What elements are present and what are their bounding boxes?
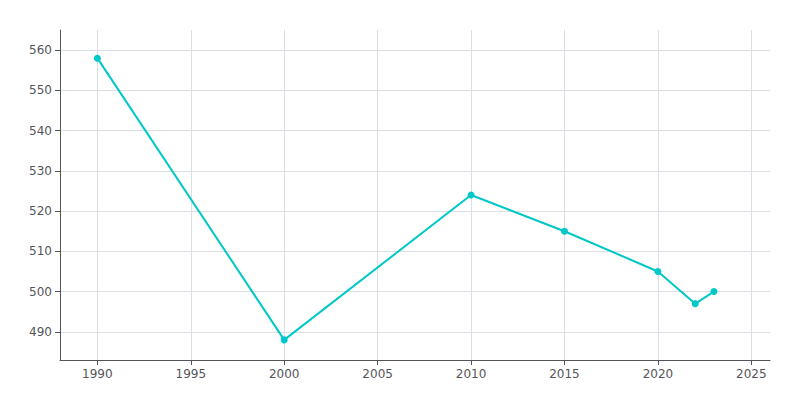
svg-text:520: 520 [29, 204, 52, 218]
svg-text:2020: 2020 [643, 367, 674, 381]
svg-text:2025: 2025 [736, 367, 767, 381]
svg-text:490: 490 [29, 325, 52, 339]
svg-text:510: 510 [29, 244, 52, 258]
svg-text:540: 540 [29, 124, 52, 138]
svg-text:2000: 2000 [269, 367, 300, 381]
svg-text:530: 530 [29, 164, 52, 178]
svg-text:550: 550 [29, 83, 52, 97]
svg-text:500: 500 [29, 285, 52, 299]
svg-text:1995: 1995 [176, 367, 207, 381]
svg-text:2005: 2005 [362, 367, 393, 381]
svg-text:2010: 2010 [456, 367, 487, 381]
svg-text:2015: 2015 [549, 367, 580, 381]
svg-text:1990: 1990 [82, 367, 113, 381]
svg-text:560: 560 [29, 43, 52, 57]
